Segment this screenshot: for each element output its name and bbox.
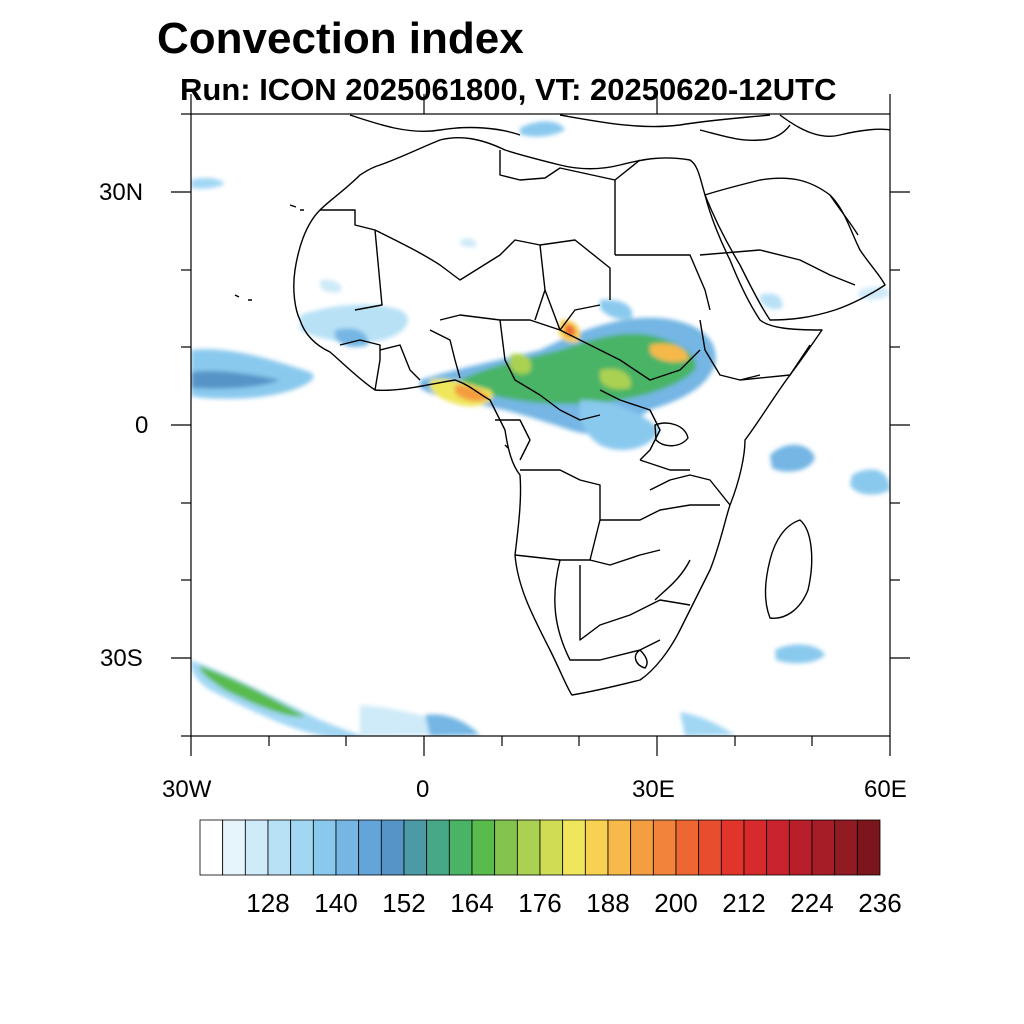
colorbar-label: 224 xyxy=(790,888,834,918)
colorbar-label: 152 xyxy=(382,888,426,918)
map-title: Convection index xyxy=(157,14,524,63)
lon-label-30e: 30E xyxy=(632,776,675,803)
colorbar-label: 164 xyxy=(450,888,494,918)
lon-label-0: 0 xyxy=(416,776,430,803)
colorbar-label: 176 xyxy=(518,888,562,918)
convection-field xyxy=(191,121,890,736)
lon-label-60e: 60E xyxy=(864,776,907,803)
coastlines-and-borders xyxy=(234,114,890,696)
colorbar-label: 128 xyxy=(246,888,290,918)
colorbar-label: 236 xyxy=(858,888,902,918)
lat-label-30s: 30S xyxy=(100,645,143,672)
colorbar-label: 188 xyxy=(586,888,630,918)
lat-label-30n: 30N xyxy=(99,179,144,206)
colorbar-label: 140 xyxy=(314,888,358,918)
map-subtitle: Run: ICON 2025061800, VT: 20250620-12UTC xyxy=(180,72,837,107)
axis-ticks xyxy=(171,94,910,756)
colorbar-label: 212 xyxy=(722,888,766,918)
lon-label-30w: 30W xyxy=(162,776,212,803)
lat-label-0: 0 xyxy=(135,412,149,439)
colorbar-label: 200 xyxy=(654,888,698,918)
